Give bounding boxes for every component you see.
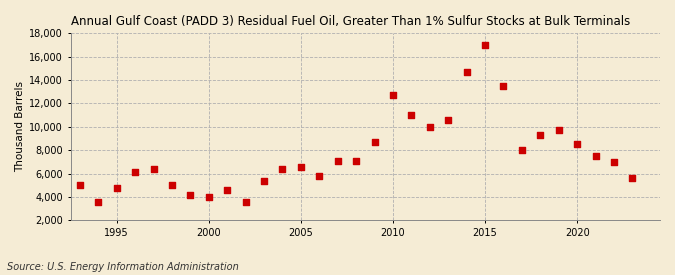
Point — [332, 159, 343, 163]
Point — [74, 183, 85, 188]
Point — [93, 199, 104, 204]
Point — [443, 118, 454, 122]
Point — [222, 188, 233, 192]
Text: Annual Gulf Coast (PADD 3) Residual Fuel Oil, Greater Than 1% Sulfur Stocks at B: Annual Gulf Coast (PADD 3) Residual Fuel… — [71, 15, 630, 28]
Point — [572, 142, 583, 147]
Y-axis label: Thousand Barrels: Thousand Barrels — [15, 81, 25, 172]
Point — [627, 176, 638, 180]
Point — [185, 192, 196, 197]
Point — [277, 167, 288, 171]
Point — [480, 43, 491, 47]
Point — [296, 164, 306, 169]
Point — [425, 125, 435, 129]
Point — [314, 174, 325, 178]
Text: Source: U.S. Energy Information Administration: Source: U.S. Energy Information Administ… — [7, 262, 238, 272]
Point — [387, 93, 398, 97]
Point — [259, 178, 269, 183]
Point — [461, 70, 472, 74]
Point — [554, 128, 564, 133]
Point — [167, 183, 178, 188]
Point — [609, 160, 620, 164]
Point — [535, 133, 545, 137]
Point — [590, 154, 601, 158]
Point — [111, 185, 122, 190]
Point — [516, 148, 527, 152]
Point — [369, 140, 380, 144]
Point — [203, 195, 214, 199]
Point — [351, 159, 362, 163]
Point — [148, 167, 159, 171]
Point — [130, 170, 140, 175]
Point — [240, 199, 251, 204]
Point — [406, 113, 416, 117]
Point — [498, 84, 509, 88]
